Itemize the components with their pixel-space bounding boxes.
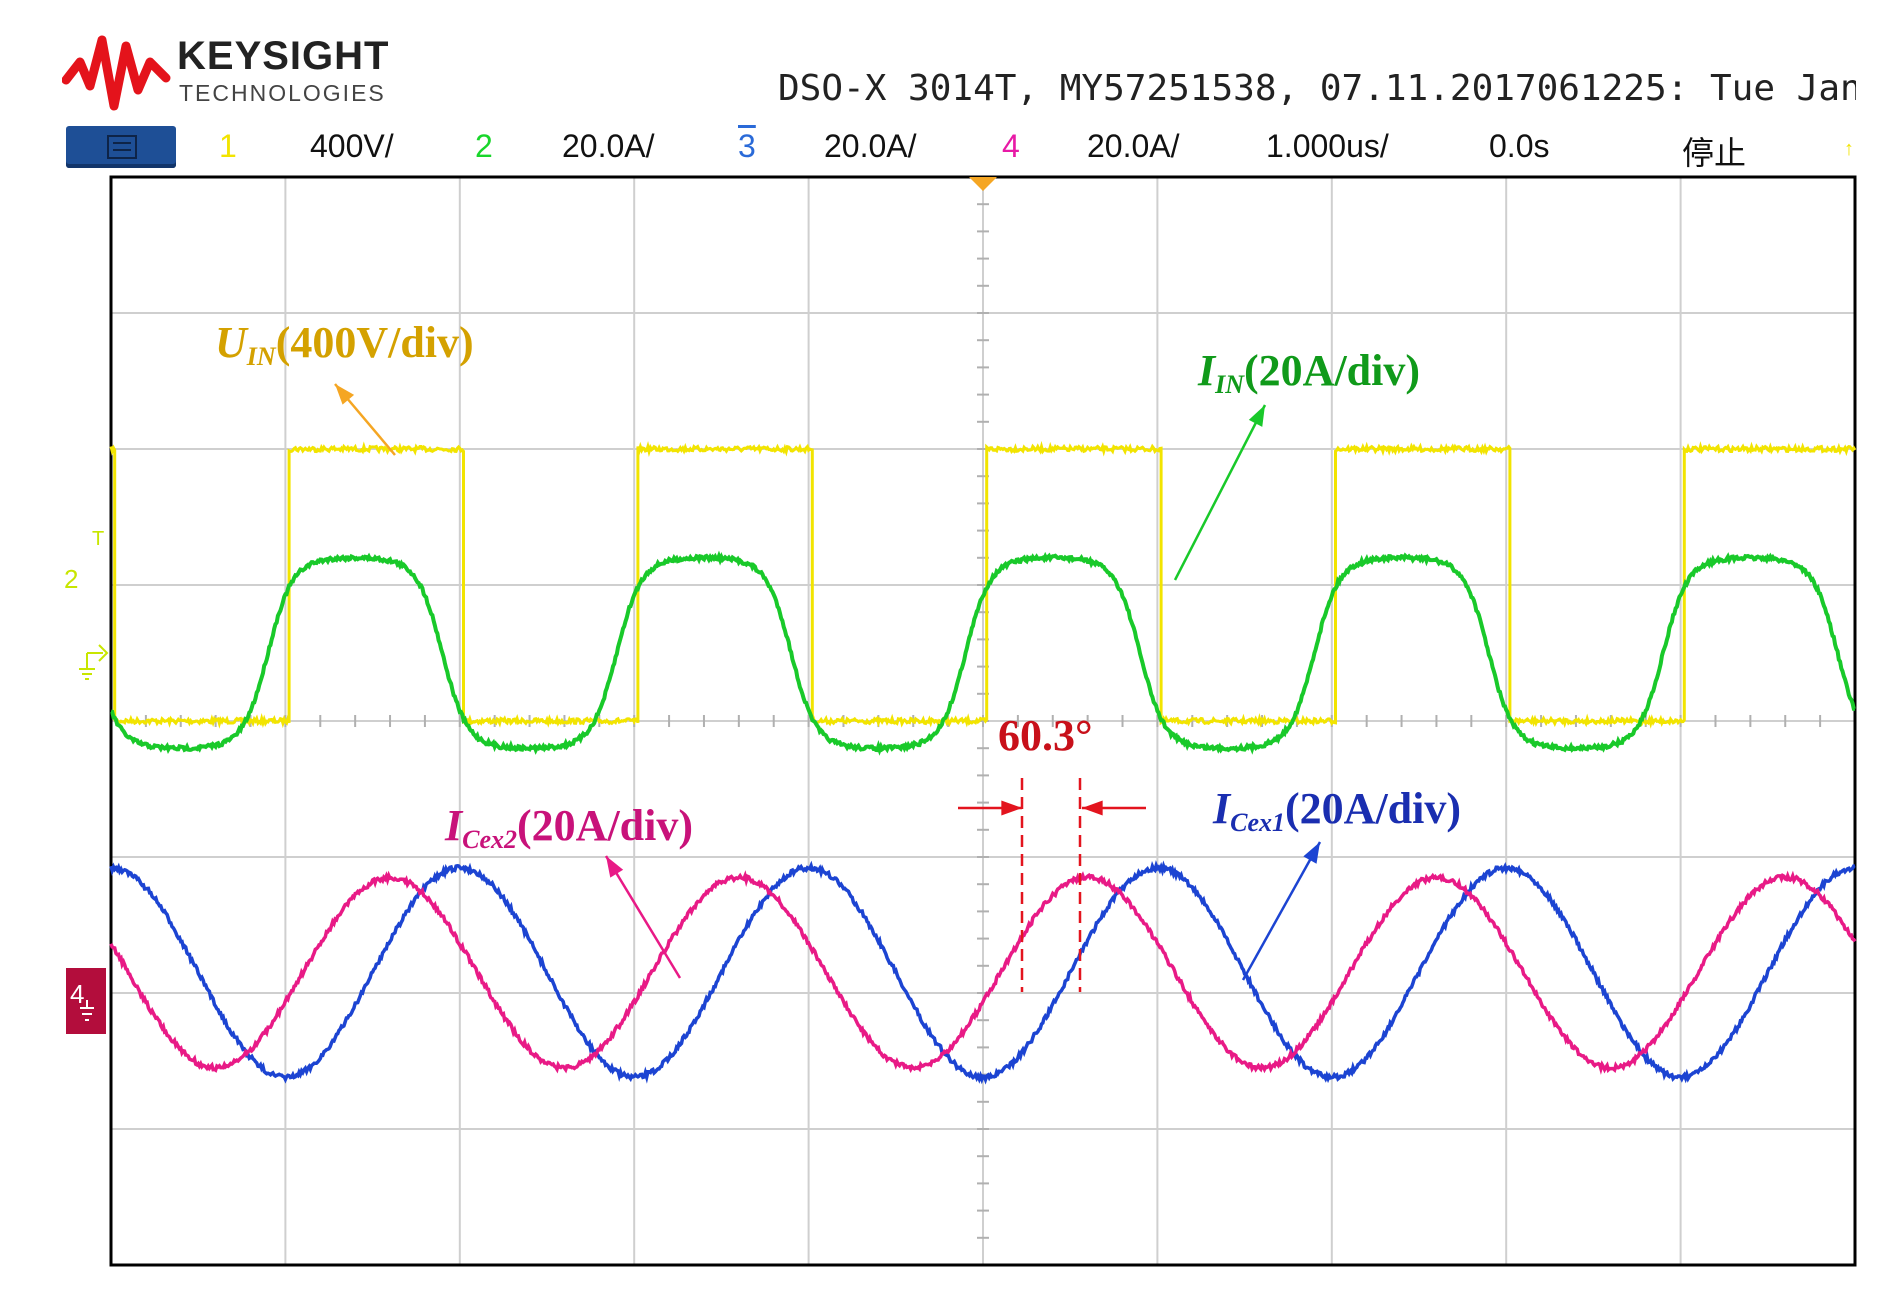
icex1-arrow-head [1303,842,1320,864]
brand-sub: TECHNOLOGIES [179,80,386,106]
ch2-ground-marker: T 2 [64,528,109,680]
ch1-scale: 400V/ [310,128,394,164]
iin-arrow-head [1248,405,1265,427]
keysight-logo: KEYSIGHT TECHNOLOGIES [62,32,422,112]
uin-label-main: U [215,318,249,367]
iin-waveform [110,550,1856,756]
iin-label-rest: (20A/div) [1244,346,1420,395]
run-state[interactable]: 停止 [1682,134,1747,172]
icex1-label-sub: Cex1 [1230,808,1285,837]
ch4-ground-label: 4 [70,979,84,1009]
phase-arrow-right-head [1082,800,1103,816]
ch4-scale: 20.0A/ [1087,128,1180,164]
phase-arrow-left-head [1001,800,1022,816]
brand-name: KEYSIGHT [177,34,390,78]
iin-label: IIN(20A/div) [1197,346,1420,399]
menu-button[interactable] [66,126,176,168]
annotation-arrows [334,383,1322,992]
icex2-label-sub: Cex2 [462,825,517,854]
uin-arrow-head [335,384,355,405]
ch2-scale: 20.0A/ [562,128,655,164]
ch4-number[interactable]: 4 [1002,128,1020,164]
icex2-arrow-head [606,856,624,878]
menu-icon [107,135,137,159]
ch4-ground-icon [80,1000,94,1021]
icex1-arrow-line [1241,841,1322,981]
keysight-wave-icon [62,35,171,111]
ch2-trigger-t: T [92,528,104,550]
icex2-waveform [109,870,1857,1075]
ch4-ground-marker: 4 [66,968,106,1034]
icex2-label-rest: (20A/div) [517,801,693,850]
iin-label-main: I [1197,346,1217,395]
uin-waveform [109,440,1857,729]
ch2-ground-label: 2 [64,564,78,594]
phase-label: 60.3° [998,711,1093,760]
icex1-waveform [109,860,1856,1085]
timebase[interactable]: 1.000us/ [1266,128,1389,164]
uin-label-rest: (400V/div) [276,318,474,367]
ch3-scale: 20.0A/ [824,128,917,164]
uin-label: UIN(400V/div) [215,318,474,371]
iin-label-sub: IN [1214,370,1245,399]
ch2-ground-icon [79,644,109,680]
icex1-label-rest: (20A/div) [1285,784,1461,833]
ch3-number[interactable]: 3 [738,128,756,164]
icex2-label: ICex2(20A/div) [444,801,693,854]
ch1-number[interactable]: 1 [219,128,237,164]
icex1-label-main: I [1212,784,1232,833]
trigger-indicator-icon: ↑ [1844,138,1854,160]
delay[interactable]: 0.0s [1489,128,1550,164]
icex1-label: ICex1(20A/div) [1212,784,1461,837]
iin-arrow-line [1173,404,1267,581]
icex2-arrow-line [604,855,682,979]
status-bar: 1 400V/ 2 20.0A/ 3 20.0A/ 4 20.0A/ 1.000… [66,126,1856,172]
ch2-number[interactable]: 2 [475,128,493,164]
trigger-position-marker [969,177,997,191]
instrument-info: DSO-X 3014T, MY57251538, 07.11.201706122… [778,68,1856,109]
icex2-label-main: I [444,801,464,850]
uin-label-sub: IN [246,342,277,371]
